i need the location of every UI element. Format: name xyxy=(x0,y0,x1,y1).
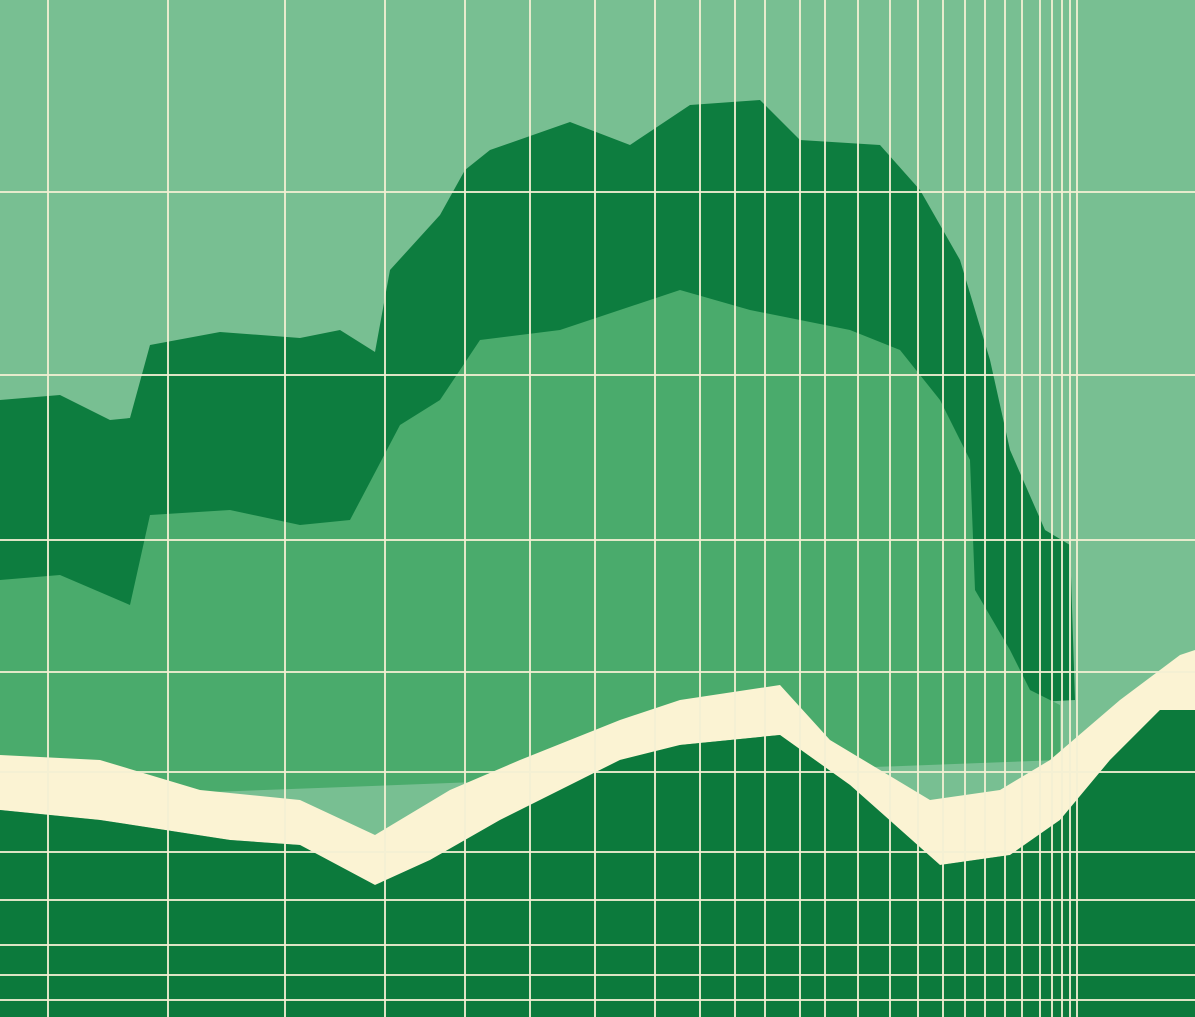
cream-band xyxy=(0,650,1195,885)
bottom-area xyxy=(0,710,1195,1017)
